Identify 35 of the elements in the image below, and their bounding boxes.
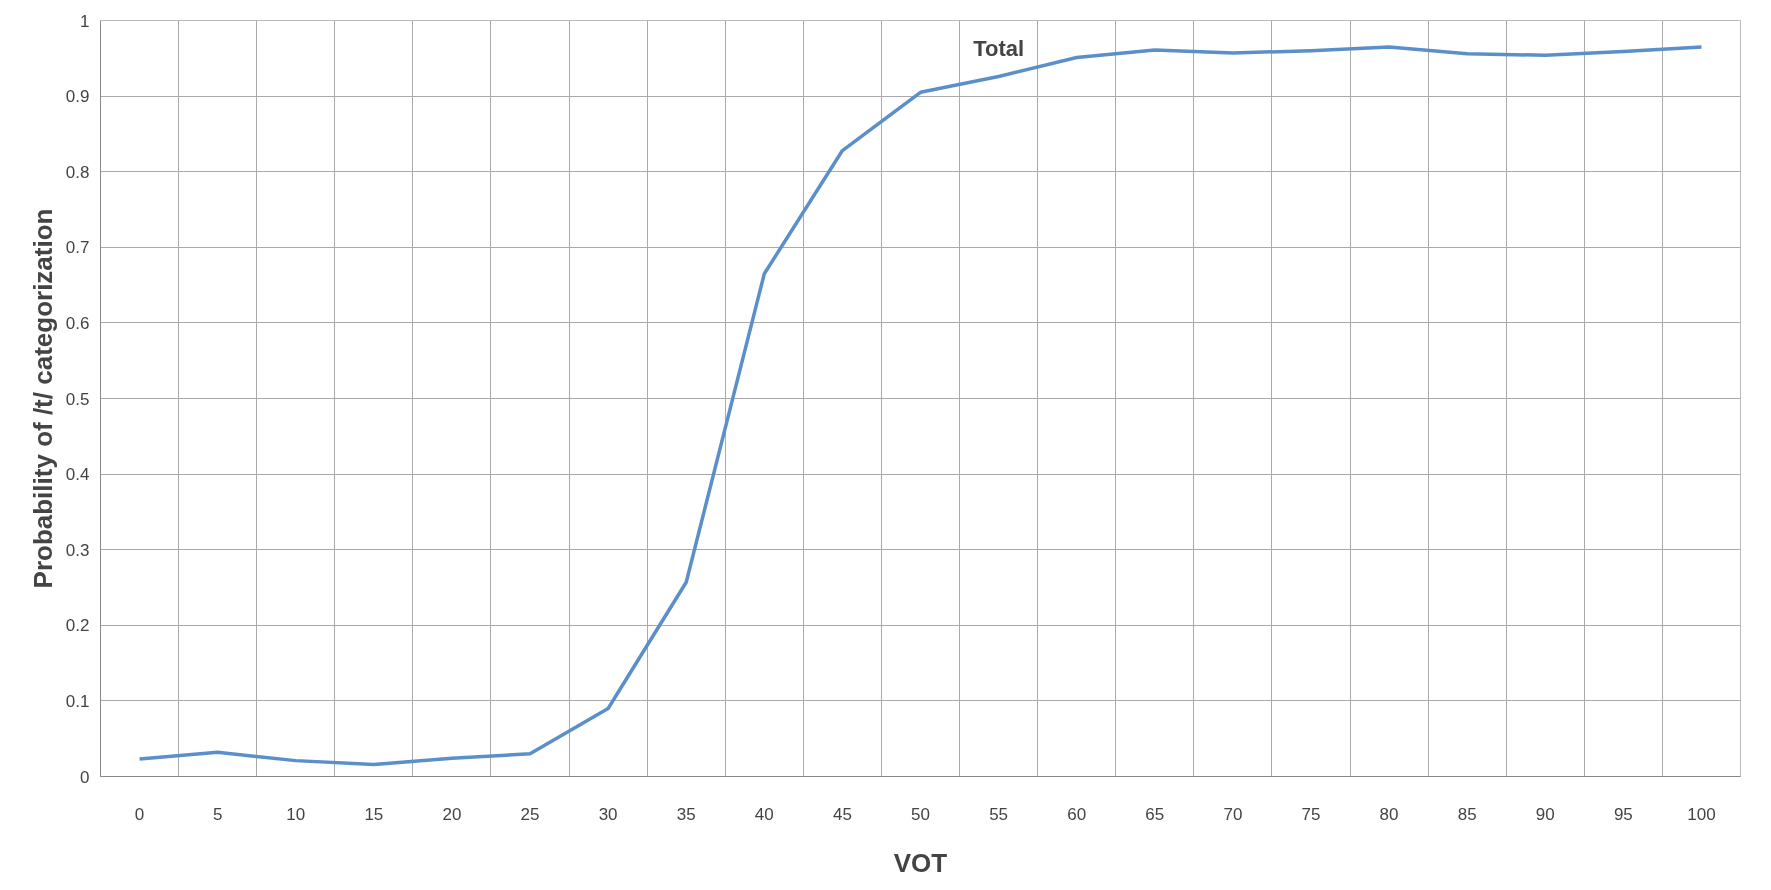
x-tick-label: 80 bbox=[1379, 804, 1399, 824]
y-tick-label: 0.4 bbox=[65, 465, 90, 485]
x-tick-label: 5 bbox=[212, 804, 223, 824]
x-tick-label: 10 bbox=[286, 804, 306, 824]
y-axis-title: Probability of /t/ categorization bbox=[27, 208, 58, 589]
x-tick-label: 20 bbox=[442, 804, 462, 824]
x-tick-label: 90 bbox=[1535, 804, 1555, 824]
x-tick-label: 65 bbox=[1145, 804, 1165, 824]
x-tick-label: 75 bbox=[1301, 804, 1321, 824]
x-tick-label: 0 bbox=[134, 804, 145, 824]
y-tick-label: 0.2 bbox=[65, 616, 90, 636]
x-tick-label: 45 bbox=[832, 804, 852, 824]
x-tick-label: 50 bbox=[911, 804, 930, 824]
y-tick-label: 0.8 bbox=[65, 162, 90, 182]
x-tick-label: 30 bbox=[598, 804, 618, 824]
y-tick-label: 0.1 bbox=[65, 691, 90, 711]
x-axis-title: VOT bbox=[893, 847, 948, 878]
x-tick-label: 95 bbox=[1613, 804, 1633, 824]
y-tick-label: 0.7 bbox=[65, 238, 90, 258]
y-tick-label: 0.9 bbox=[65, 87, 90, 107]
y-tick-label: 0.3 bbox=[65, 540, 90, 560]
x-tick-label: 100 bbox=[1687, 804, 1716, 824]
x-tick-label: 85 bbox=[1457, 804, 1477, 824]
y-tick-label: 1 bbox=[80, 11, 90, 31]
y-tick-label: 0 bbox=[80, 767, 90, 787]
x-tick-label: 15 bbox=[364, 804, 384, 824]
y-tick-label: 0.6 bbox=[65, 313, 90, 333]
x-tick-label: 55 bbox=[989, 804, 1009, 824]
x-tick-label: 70 bbox=[1223, 804, 1243, 824]
y-tick-label: 0.5 bbox=[65, 389, 90, 409]
x-tick-label: 60 bbox=[1067, 804, 1087, 824]
x-tick-label: 25 bbox=[520, 804, 540, 824]
x-tick-label: 40 bbox=[754, 804, 774, 824]
text: Total bbox=[973, 35, 1025, 61]
x-tick-label: 35 bbox=[676, 804, 696, 824]
